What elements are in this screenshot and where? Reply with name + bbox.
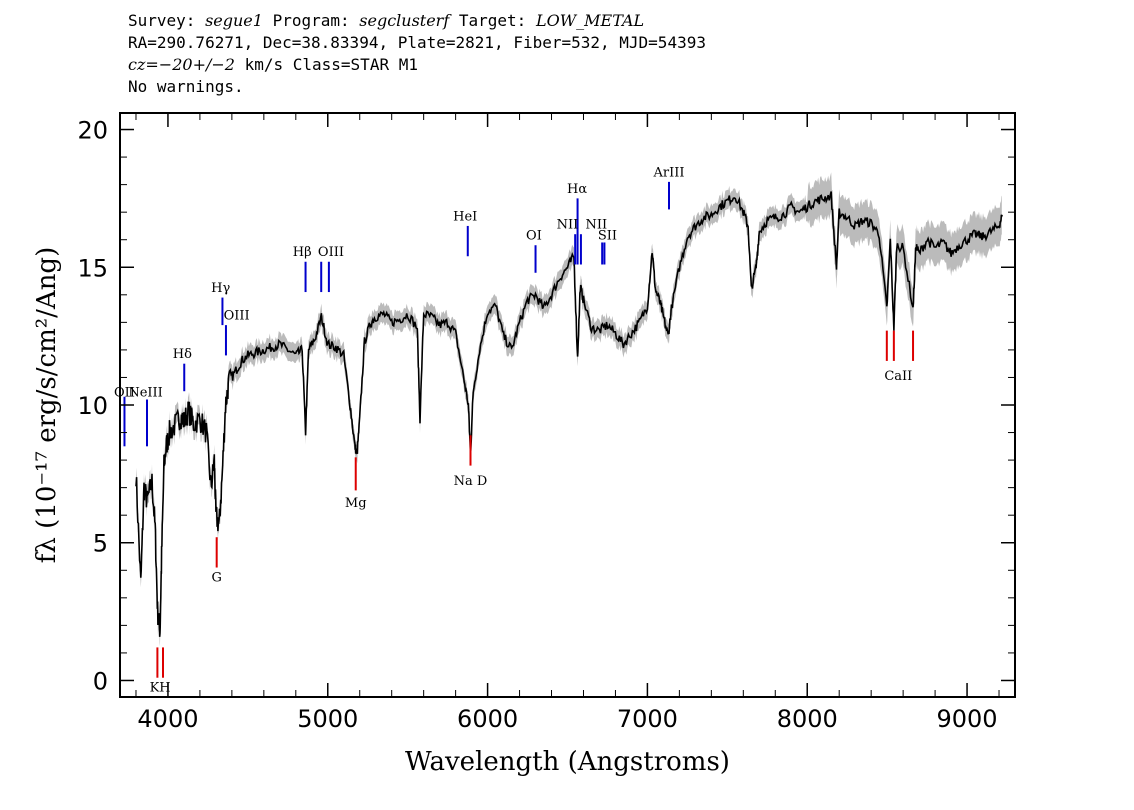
y-tick-label: 10 xyxy=(77,392,108,420)
x-tick-label: 5000 xyxy=(297,705,358,733)
flux-error-region xyxy=(136,172,1002,647)
line-label-oi: OI xyxy=(526,229,542,244)
y-tick-label: 5 xyxy=(93,530,108,558)
program-label: Program: xyxy=(262,11,360,30)
line-label-oiii: OIII xyxy=(224,309,250,324)
target-label: Target: xyxy=(449,11,536,30)
line-label-h-: Hα xyxy=(567,182,587,197)
class-value: km/s Class=STAR M1 xyxy=(234,55,418,74)
header-line-redshift: cz=−20+/−2 km/s Class=STAR M1 xyxy=(128,54,706,76)
line-label-g: G xyxy=(211,570,221,585)
header-line-survey: Survey: segue1 Program: segclusterf Targ… xyxy=(128,10,706,32)
line-label-h-: Hβ xyxy=(293,245,312,260)
survey-label: Survey: xyxy=(128,11,206,30)
spectrum-header: Survey: segue1 Program: segclusterf Targ… xyxy=(128,10,706,98)
y-axis-title: fλ (10⁻¹⁷ erg/s/cm²/Ang) xyxy=(32,247,62,563)
line-label-na-d: Na D xyxy=(454,474,488,489)
x-axis-title: Wavelength (Angstroms) xyxy=(405,747,730,777)
spectral-line-markers xyxy=(123,181,915,678)
header-line-coords: RA=290.76271, Dec=38.83394, Plate=2821, … xyxy=(128,33,706,52)
line-label-ariii: ArIII xyxy=(652,165,684,180)
flux-series xyxy=(135,191,1003,637)
x-tick-label: 6000 xyxy=(457,705,518,733)
error-band xyxy=(136,172,1002,647)
program-value: segclusterf xyxy=(359,11,450,30)
line-label-mg: Mg xyxy=(345,496,367,511)
plot-frame xyxy=(119,112,1016,698)
survey-value: segue1 xyxy=(205,11,263,30)
line-label-oiii: OIII xyxy=(318,245,344,260)
line-label-kh: KH xyxy=(150,680,171,695)
target-value: LOW_METAL xyxy=(535,11,645,30)
x-tick-label: 8000 xyxy=(777,705,838,733)
flux-line xyxy=(135,191,1003,637)
line-label-caii: CaII xyxy=(884,369,912,384)
line-label-sii: SII xyxy=(598,229,617,244)
x-tick-label: 7000 xyxy=(617,705,678,733)
cz-value: cz=−20+/−2 xyxy=(128,55,235,74)
line-label-h-: Hδ xyxy=(173,347,192,362)
line-label-hei: HeI xyxy=(453,209,477,224)
header-line-warnings: No warnings. xyxy=(128,77,244,96)
x-tick-label: 9000 xyxy=(937,705,998,733)
y-tick-label: 15 xyxy=(77,254,108,282)
axis-ticks: 4000 5000 6000 7000 8000 9000 0 5 10 15 20 xyxy=(77,113,1015,733)
line-label-h-: Hγ xyxy=(211,281,230,296)
line-label-nii: NII xyxy=(557,218,579,233)
line-label-nii: NII xyxy=(585,218,607,233)
x-tick-label: 4000 xyxy=(137,705,198,733)
y-tick-label: 0 xyxy=(93,667,108,695)
y-tick-label: 20 xyxy=(77,117,108,145)
line-label-neiii: NeIII xyxy=(128,386,162,401)
